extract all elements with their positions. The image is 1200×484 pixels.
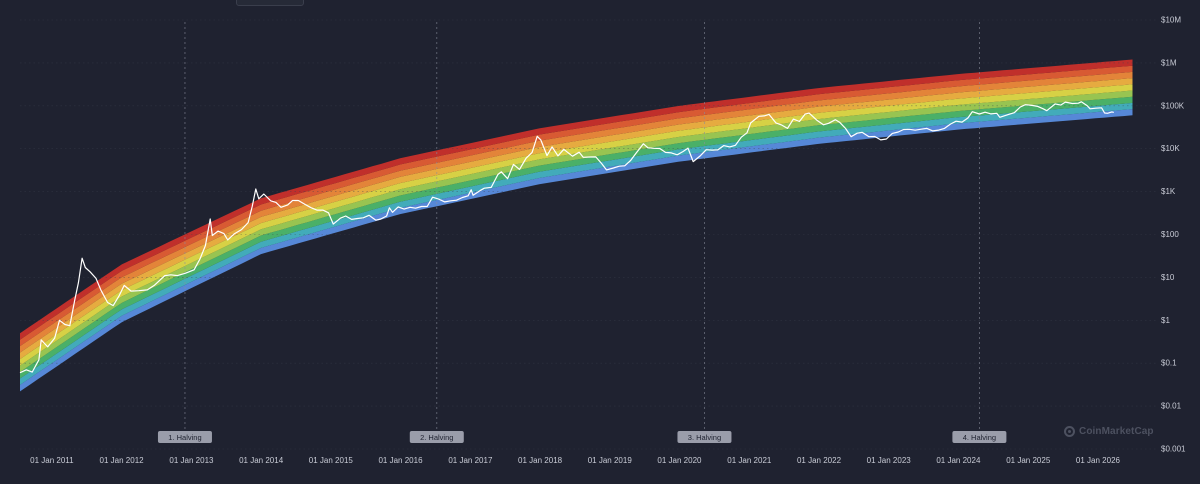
x-tick-label-9: 01 Jan 2020 [657,456,702,465]
halving-label-bg-4 [952,431,1007,443]
halving-label-bg-3 [677,431,732,443]
watermark-text: CoinMarketCap [1079,426,1154,437]
rainbow-bands [20,59,1133,392]
halving-label-bg-1 [157,431,212,443]
x-tick-label-2: 01 Jan 2013 [169,456,214,465]
y-axis-ticks: $10M $1M $100K $10K $1K $100 $10 $1 $0.1 $0.01 $0.… [1161,16,1186,454]
x-tick-label-7: 01 Jan 2018 [518,456,563,465]
halving-label-text-1: 1. Halving [168,433,201,442]
x-tick-label-11: 01 Jan 2022 [797,456,842,465]
x-tick-label-13: 01 Jan 2024 [936,456,981,465]
halving-label-4: 4. Halving [952,431,1007,443]
halving-label-2: 2. Halving [409,431,464,443]
halving-label-3: 3. Halving [677,431,732,443]
y-tick-label-10: $0.001 [1161,445,1186,454]
watermark: CoinMarketCap [1064,426,1154,437]
y-tick-label-7: $1 [1161,316,1170,325]
coinmarketcap-logo-icon [1064,426,1075,437]
halving-label-text-3: 3. Halving [688,433,721,442]
x-tick-label-8: 01 Jan 2019 [588,456,633,465]
x-tick-label-15: 01 Jan 2026 [1076,456,1121,465]
x-tick-label-14: 01 Jan 2025 [1006,456,1051,465]
gridlines [20,19,1156,450]
x-tick-label-12: 01 Jan 2023 [867,456,912,465]
x-axis-ticks: 01 Jan 2011 01 Jan 2012 01 Jan 2013 01 Jan … [30,456,1120,465]
halving-label-text-4: 4. Halving [963,433,996,442]
toolbar-toggle[interactable] [236,0,304,6]
y-tick-label-0: $10M [1161,16,1181,25]
y-tick-label-1: $1M [1161,58,1177,67]
x-tick-label-1: 01 Jan 2012 [100,456,145,465]
x-tick-label-4: 01 Jan 2015 [309,456,354,465]
halving-label-text-2: 2. Halving [420,433,453,442]
x-tick-label-6: 01 Jan 2017 [448,456,493,465]
x-tick-label-10: 01 Jan 2021 [727,456,772,465]
y-tick-label-6: $10 [1161,273,1175,282]
halving-label-1: 1. Halving [157,431,212,443]
y-tick-label-3: $10K [1161,144,1180,153]
x-tick-label-5: 01 Jan 2016 [378,456,423,465]
y-tick-label-4: $1K [1161,187,1176,196]
x-tick-label-0: 01 Jan 2011 [30,456,74,465]
halving-label-bg-2 [409,431,464,443]
halving-labels: 1. Halving 2. Halving 3. Halving 4. Halving [157,431,1007,443]
y-tick-label-8: $0.1 [1161,359,1177,368]
y-tick-label-9: $0.01 [1161,402,1182,411]
price-line-0 [19,101,1114,374]
y-tick-label-5: $100 [1161,230,1179,239]
x-tick-label-3: 01 Jan 2014 [239,456,284,465]
price-series [19,101,1114,374]
y-tick-label-2: $100K [1161,101,1185,110]
